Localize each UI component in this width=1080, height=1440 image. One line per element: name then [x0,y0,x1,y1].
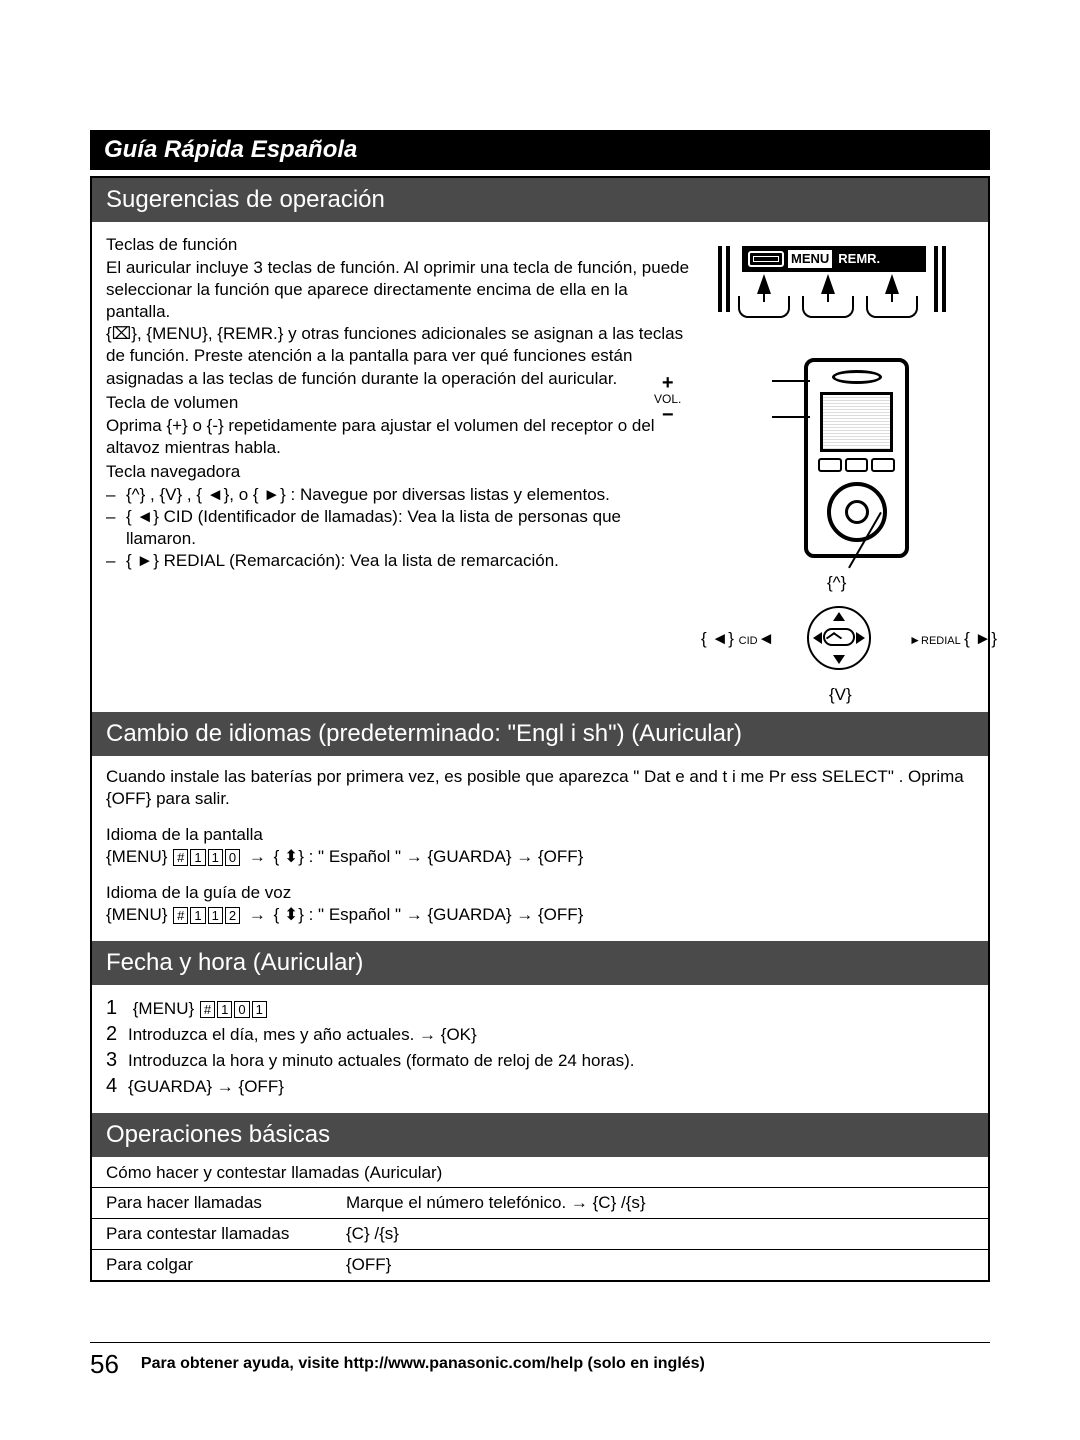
soft-keys-text2: {⌧}, {MENU}, {REMR.} y otras funciones a… [106,323,692,389]
section1-header: Sugerencias de operación [92,178,988,222]
nav-item2: { ◄} CID (Identificador de llamadas): Ve… [126,506,692,550]
step-2: 2Introduzca el día, mes y año actuales. … [106,1021,974,1047]
display-lang-seq: {MENU} #110 → { ⬍} : " Español " → {GUAR… [106,846,974,868]
section2-header: Cambio de idiomas (predeterminado: "Engl… [92,712,988,756]
arrow-up-icon [885,274,899,294]
softkey-screen: MENU REMR. [742,246,926,272]
ops-left: Para contestar llamadas [92,1218,332,1249]
ops-right: Marque el número telefónico. → {C} /{s} [332,1187,988,1218]
vol-head: Tecla de volumen [106,392,692,414]
vol-labels: + VOL. − [654,373,681,425]
keycap: 1 [190,907,205,924]
display-lang-head: Idioma de la pantalla [106,824,974,846]
section2-intro: Cuando instale las baterías por primera … [106,766,974,810]
keycap: 0 [225,849,240,866]
keycap: 1 [208,849,223,866]
keycap: 1 [208,907,223,924]
nav-right-label: ►REDIAL { ►} [909,628,997,650]
keycap: 2 [225,907,240,924]
content-box: Sugerencias de operación Teclas de funci… [90,176,990,1282]
step-4: 4{GUARDA} → {OFF} [106,1073,974,1099]
ops-left: Para hacer llamadas [92,1187,332,1218]
table-row: Para contestar llamadas {C} /{s} [92,1218,988,1249]
keycap: 1 [252,1001,267,1018]
operations-table: Para hacer llamadas Marque el número tel… [92,1187,988,1280]
footer: 56 Para obtener ayuda, visite http://www… [90,1342,990,1380]
softkeys-diagram: MENU REMR. [704,246,974,318]
nav-item3: { ►} REDIAL (Remarcación): Vea la lista … [126,550,559,572]
arrow-up-icon [821,274,835,294]
ops-right: {C} /{s} [332,1218,988,1249]
ops-right: {OFF} [332,1249,988,1280]
section1-diagram: MENU REMR. [704,232,974,698]
softkey-icon [802,296,854,318]
phonebook-icon [748,251,784,267]
ops-left: Para colgar [92,1249,332,1280]
soft-keys-head: Teclas de función [106,234,692,256]
guide-title: Guía Rápida Española [90,130,990,170]
section4-subtitle: Cómo hacer y contestar llamadas (Auricul… [92,1157,988,1187]
triangle-left-icon [813,632,822,644]
table-row: Para colgar {OFF} [92,1249,988,1280]
navpad-diagram: {^} {V} { ◄} CID◄ ►REDIAL { ►} [779,578,899,698]
triangle-right-icon [856,632,865,644]
table-row: Para hacer llamadas Marque el número tel… [92,1187,988,1218]
voice-lang-seq: {MENU} #112 → { ⬍} : " Español " → {GUAR… [106,904,974,926]
section1-body: Teclas de función El auricular incluye 3… [92,222,988,712]
nav-down-label: {V} [829,684,852,706]
section2-body: Cuando instale las baterías por primera … [92,756,988,941]
menu-label: MENU [788,250,832,269]
keycap: # [173,849,188,866]
step-1: 1 {MENU} #101 [106,995,974,1021]
nav-head: Tecla navegadora [106,461,692,483]
triangle-up-icon [833,612,845,621]
keycap: # [200,1001,215,1018]
keycap: 1 [217,1001,232,1018]
footer-text: Para obtener ayuda, visite http://www.pa… [141,1355,705,1373]
remr-label: REMR. [836,250,882,269]
nav-list: –{^} , {V} , { ◄}, o { ►} : Navegue por … [106,484,692,572]
section1-text: Teclas de función El auricular incluye 3… [106,232,692,698]
softkey-icon [738,296,790,318]
nav-item1: {^} , {V} , { ◄}, o { ►} : Navegue por d… [126,484,610,506]
step-3: 3Introduzca la hora y minuto actuales (f… [106,1047,974,1073]
arrow-up-icon [757,274,771,294]
nav-up-label: {^} [827,572,846,594]
section3-body: 1 {MENU} #101 2Introduzca el día, mes y … [92,985,988,1113]
keycap: 0 [234,1001,249,1018]
section4-header: Operaciones básicas [92,1113,988,1157]
keycap: # [173,907,188,924]
page: Guía Rápida Española Sugerencias de oper… [0,0,1080,1440]
section3-header: Fecha y hora (Auricular) [92,941,988,985]
handset-icon [804,358,909,558]
vol-text: Oprima {+} o {-} repetidamente para ajus… [106,415,692,459]
nav-left-label: { ◄} CID◄ [701,628,774,650]
voice-lang-head: Idioma de la guía de voz [106,882,974,904]
keycap: 1 [190,849,205,866]
soft-keys-text1: El auricular incluye 3 teclas de función… [106,257,692,323]
navpad-icon [827,482,887,542]
handset-diagram: + VOL. − [704,358,974,558]
triangle-down-icon [833,655,845,664]
center-button-icon [823,628,855,646]
softkey-icon [866,296,918,318]
page-number: 56 [90,1349,119,1380]
